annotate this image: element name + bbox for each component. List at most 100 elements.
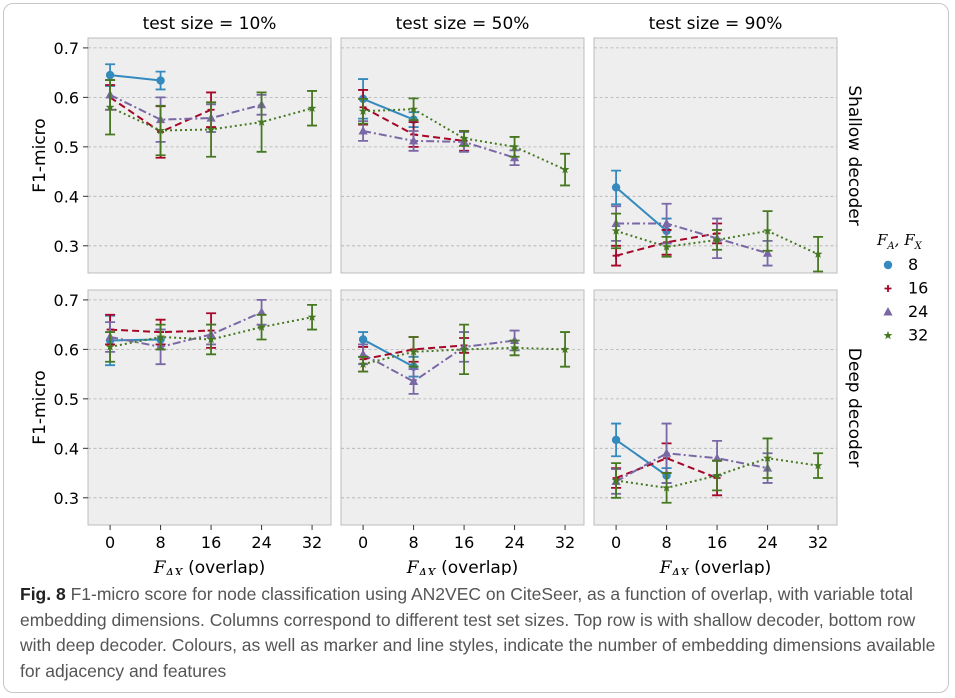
data-point-24 bbox=[661, 448, 672, 457]
faceted-line-chart: 0.3 0.4 0.5 0.6 0.7 F1-micro test size = 10% te… bbox=[30, 14, 928, 575]
x-axis-label: FAX (overlap) bbox=[406, 558, 519, 575]
legend-label: 32 bbox=[908, 326, 928, 345]
data-point-32 bbox=[257, 322, 266, 331]
data-point-32 bbox=[510, 142, 519, 151]
series-line-24 bbox=[615, 452, 768, 483]
y-tick-label: 0.6 bbox=[54, 340, 79, 359]
panel-r1-c0 bbox=[87, 289, 332, 526]
legend-title: FA, FX bbox=[876, 231, 923, 252]
series-line-24 bbox=[362, 339, 515, 383]
row-title: Shallow decoder bbox=[844, 85, 864, 225]
x-tick-label: 32 bbox=[302, 533, 322, 552]
series-line-16 bbox=[615, 232, 718, 257]
column-title: test size = 90% bbox=[649, 14, 783, 34]
figure-caption: Fig. 8 F1-micro score for node classific… bbox=[20, 582, 940, 684]
panel-r1-c2 bbox=[593, 289, 838, 526]
data-point-32 bbox=[611, 226, 621, 235]
data-point-32 bbox=[156, 125, 165, 135]
x-tick-label: 32 bbox=[808, 533, 828, 552]
panel-r0-c1 bbox=[340, 37, 585, 274]
data-point-32 bbox=[560, 344, 570, 354]
x-tick-label: 8 bbox=[661, 533, 671, 552]
y-axis-label: F1-micro bbox=[30, 118, 50, 192]
y-tick-label: 0.7 bbox=[54, 291, 79, 310]
x-tick-label: 8 bbox=[155, 533, 165, 552]
legend-marker-16 bbox=[884, 285, 892, 292]
data-point-24 bbox=[408, 135, 419, 145]
data-point-32 bbox=[662, 483, 671, 492]
data-point-16 bbox=[612, 252, 620, 260]
series-line-24 bbox=[109, 94, 262, 121]
data-point-32 bbox=[459, 133, 469, 143]
data-point-32 bbox=[206, 124, 216, 134]
data-point-8 bbox=[611, 435, 621, 445]
column-title: test size = 10% bbox=[143, 14, 277, 34]
x-axis-label: FAX (overlap) bbox=[659, 558, 772, 575]
series-line-24 bbox=[109, 311, 263, 348]
x-tick-label: 32 bbox=[555, 533, 575, 552]
legend-label: 8 bbox=[908, 255, 918, 274]
x-tick-label: 24 bbox=[251, 533, 271, 552]
series-line-8 bbox=[615, 439, 668, 477]
legend-marker-8 bbox=[883, 260, 893, 270]
data-point-8 bbox=[105, 70, 115, 80]
data-point-32 bbox=[105, 102, 115, 111]
x-tick-label: 0 bbox=[105, 533, 115, 552]
data-point-32 bbox=[105, 342, 115, 351]
data-point-24 bbox=[408, 376, 419, 386]
series-line-8 bbox=[109, 74, 161, 82]
legend-marker-24 bbox=[883, 307, 893, 316]
series-line-32 bbox=[615, 229, 819, 256]
column-title: test size = 50% bbox=[396, 14, 530, 34]
x-tick-label: 0 bbox=[611, 533, 621, 552]
y-tick-label: 0.4 bbox=[54, 187, 79, 206]
data-point-8 bbox=[358, 335, 368, 344]
data-point-24 bbox=[358, 349, 368, 358]
x-tick-label: 8 bbox=[408, 533, 418, 552]
y-tick-label: 0.4 bbox=[54, 439, 79, 458]
series-line-8 bbox=[110, 338, 161, 342]
data-point-32 bbox=[257, 117, 266, 126]
data-point-8 bbox=[611, 183, 621, 192]
x-tick-label: 16 bbox=[707, 533, 727, 552]
panel-r1-c1 bbox=[340, 289, 585, 526]
y-tick-label: 0.6 bbox=[54, 88, 79, 107]
data-point-32 bbox=[156, 332, 165, 341]
data-point-32 bbox=[763, 453, 772, 462]
data-point-24 bbox=[712, 453, 722, 462]
data-point-32 bbox=[459, 344, 469, 354]
data-point-32 bbox=[307, 103, 317, 112]
x-tick-label: 16 bbox=[201, 533, 221, 552]
series-line-8 bbox=[362, 338, 415, 368]
legend-label: 16 bbox=[908, 279, 928, 298]
data-point-32 bbox=[763, 226, 772, 235]
data-point-32 bbox=[510, 343, 519, 352]
data-point-32 bbox=[307, 312, 317, 321]
data-point-32 bbox=[358, 359, 368, 368]
y-axis-label: F1-micro bbox=[30, 370, 50, 444]
series-line-16 bbox=[615, 457, 718, 479]
series-line-8 bbox=[615, 186, 668, 232]
data-point-32 bbox=[662, 242, 671, 251]
x-tick-label: 24 bbox=[504, 533, 524, 552]
data-point-32 bbox=[813, 249, 823, 258]
series-line-24 bbox=[362, 130, 515, 159]
data-point-32 bbox=[358, 106, 368, 115]
data-point-8 bbox=[156, 76, 165, 85]
x-tick-label: 24 bbox=[757, 533, 777, 552]
data-point-32 bbox=[409, 347, 418, 356]
x-axis-label: FAX (overlap) bbox=[153, 558, 266, 575]
x-tick-label: 16 bbox=[454, 533, 474, 552]
legend-marker-32 bbox=[883, 330, 893, 340]
y-tick-label: 0.3 bbox=[54, 237, 79, 256]
y-tick-label: 0.5 bbox=[54, 138, 79, 157]
data-point-32 bbox=[813, 461, 823, 470]
series-line-24 bbox=[616, 222, 768, 255]
data-point-32 bbox=[409, 104, 418, 113]
caption-label: Fig. 8 bbox=[20, 584, 66, 604]
data-point-24 bbox=[358, 126, 368, 135]
y-tick-label: 0.5 bbox=[54, 390, 79, 409]
data-point-32 bbox=[206, 334, 216, 344]
x-tick-label: 0 bbox=[358, 533, 368, 552]
row-title: Deep decoder bbox=[844, 348, 864, 467]
